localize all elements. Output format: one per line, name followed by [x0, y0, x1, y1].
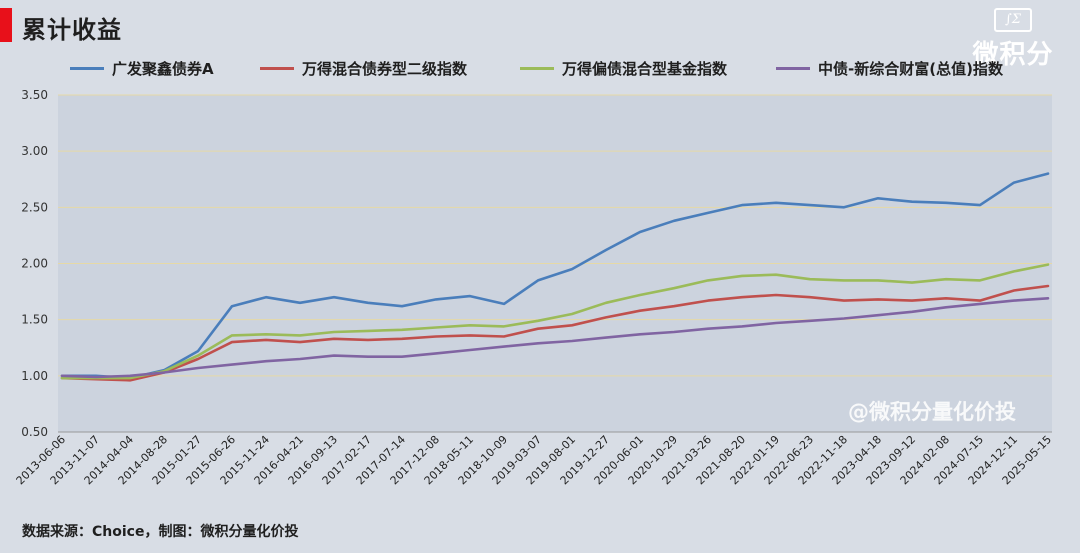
series-line-1 [60, 284, 1050, 382]
brand-logo: ∫Σ 微积分 [968, 8, 1058, 74]
series-line-2 [60, 263, 1050, 380]
logo-mark-icon: ∫Σ [994, 8, 1032, 32]
legend-swatch-1 [260, 67, 294, 70]
y-tick-label-6: 3.50 [21, 88, 48, 102]
title-bar: 累计收益 [0, 8, 400, 44]
legend-label-1: 万得混合债券型二级指数 [302, 60, 468, 78]
legend-label-0: 广发聚鑫债券A [112, 60, 214, 78]
legend-item-3: 中债-新综合财富(总值)指数 [776, 58, 1003, 79]
series-line-3 [60, 296, 1050, 379]
logo-text: 微积分 [972, 40, 1054, 70]
y-tick-label-4: 2.50 [21, 200, 48, 214]
legend-item-1: 万得混合债券型二级指数 [260, 58, 467, 79]
legend-swatch-2 [520, 67, 554, 70]
y-tick-label-0: 0.50 [21, 425, 48, 439]
chart-title: 累计收益 [22, 16, 122, 44]
legend-swatch-3 [776, 67, 810, 70]
legend-item-0: 广发聚鑫债券A [70, 58, 214, 79]
legend-label-3: 中债-新综合财富(总值)指数 [818, 60, 1003, 78]
chart-legend: 广发聚鑫债券A 万得混合债券型二级指数 万得偏债混合型基金指数 中债-新综合财富… [70, 58, 1003, 80]
legend-item-2: 万得偏债混合型基金指数 [520, 58, 727, 79]
y-tick-label-1: 1.00 [21, 369, 48, 383]
legend-label-2: 万得偏债混合型基金指数 [562, 60, 728, 78]
title-accent-bar [0, 8, 12, 42]
watermark: @微积分量化价投 [848, 400, 1016, 424]
data-source-note: 数据来源：Choice，制图：微积分量化价投 [22, 524, 299, 540]
y-tick-label-3: 2.00 [21, 257, 48, 271]
series-line-0 [60, 172, 1050, 380]
y-tick-label-2: 1.50 [21, 313, 48, 327]
y-tick-label-5: 3.00 [21, 144, 48, 158]
legend-swatch-0 [70, 67, 104, 70]
